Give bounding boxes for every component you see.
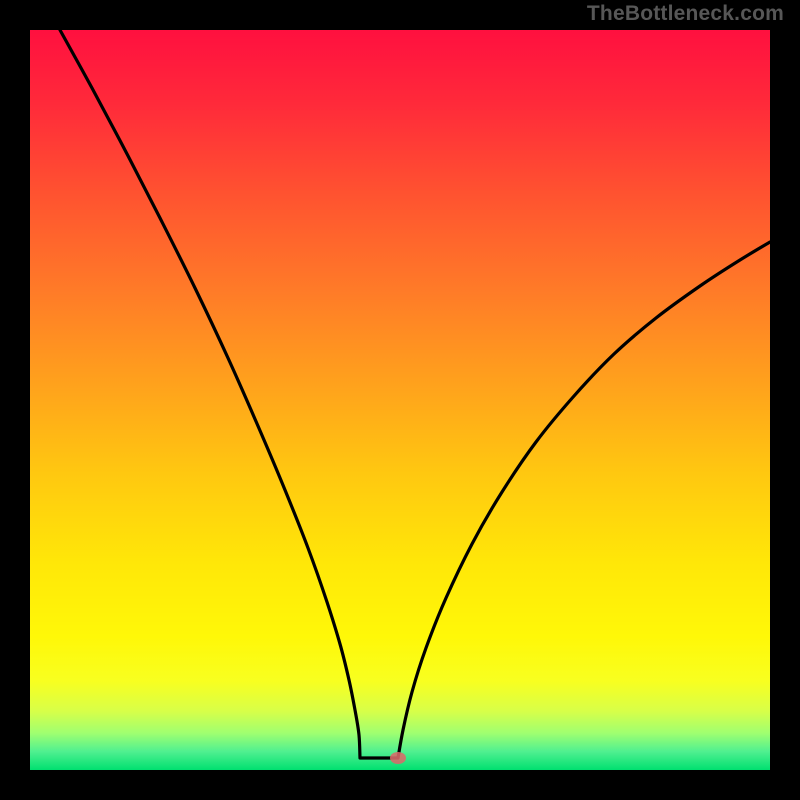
watermark-text: TheBottleneck.com — [587, 2, 784, 26]
bottleneck-chart — [0, 0, 800, 800]
plot-background — [30, 30, 770, 770]
optimal-point-marker — [390, 752, 406, 764]
